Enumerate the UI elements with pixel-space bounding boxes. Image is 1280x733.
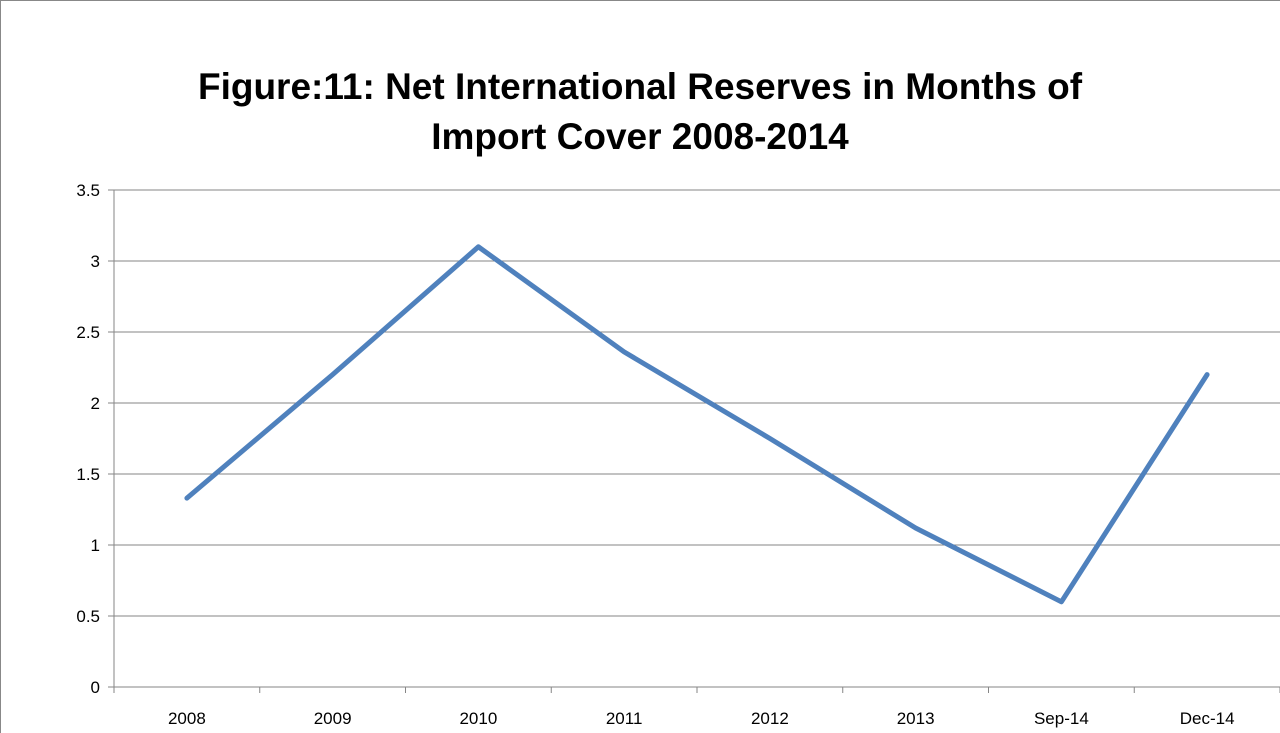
x-tick-label: 2010 bbox=[459, 709, 497, 728]
y-tick-label: 1 bbox=[91, 536, 100, 555]
x-tick-label: Dec-14 bbox=[1180, 709, 1235, 728]
x-tick-label: 2008 bbox=[168, 709, 206, 728]
y-tick-label: 3.5 bbox=[76, 181, 100, 200]
chart-title: Figure:11: Net International Reserves in… bbox=[0, 62, 1280, 162]
x-tick-label: 2012 bbox=[751, 709, 789, 728]
chart-title-line-1: Figure:11: Net International Reserves in… bbox=[197, 66, 1083, 107]
y-tick-label: 0 bbox=[91, 678, 100, 697]
x-tick-label: 2009 bbox=[314, 709, 352, 728]
x-tick-label: Sep-14 bbox=[1034, 709, 1089, 728]
series-line bbox=[184, 244, 1210, 605]
x-tick-label: 2013 bbox=[897, 709, 935, 728]
y-tick-label: 2 bbox=[91, 394, 100, 413]
y-tick-label: 0.5 bbox=[76, 607, 100, 626]
y-tick-label: 3 bbox=[91, 252, 100, 271]
y-tick-label: 2.5 bbox=[76, 323, 100, 342]
chart-title-line-2: Import Cover 2008-2014 bbox=[431, 116, 849, 157]
x-tick-label: 2011 bbox=[606, 709, 643, 728]
y-tick-label: 1.5 bbox=[76, 465, 100, 484]
